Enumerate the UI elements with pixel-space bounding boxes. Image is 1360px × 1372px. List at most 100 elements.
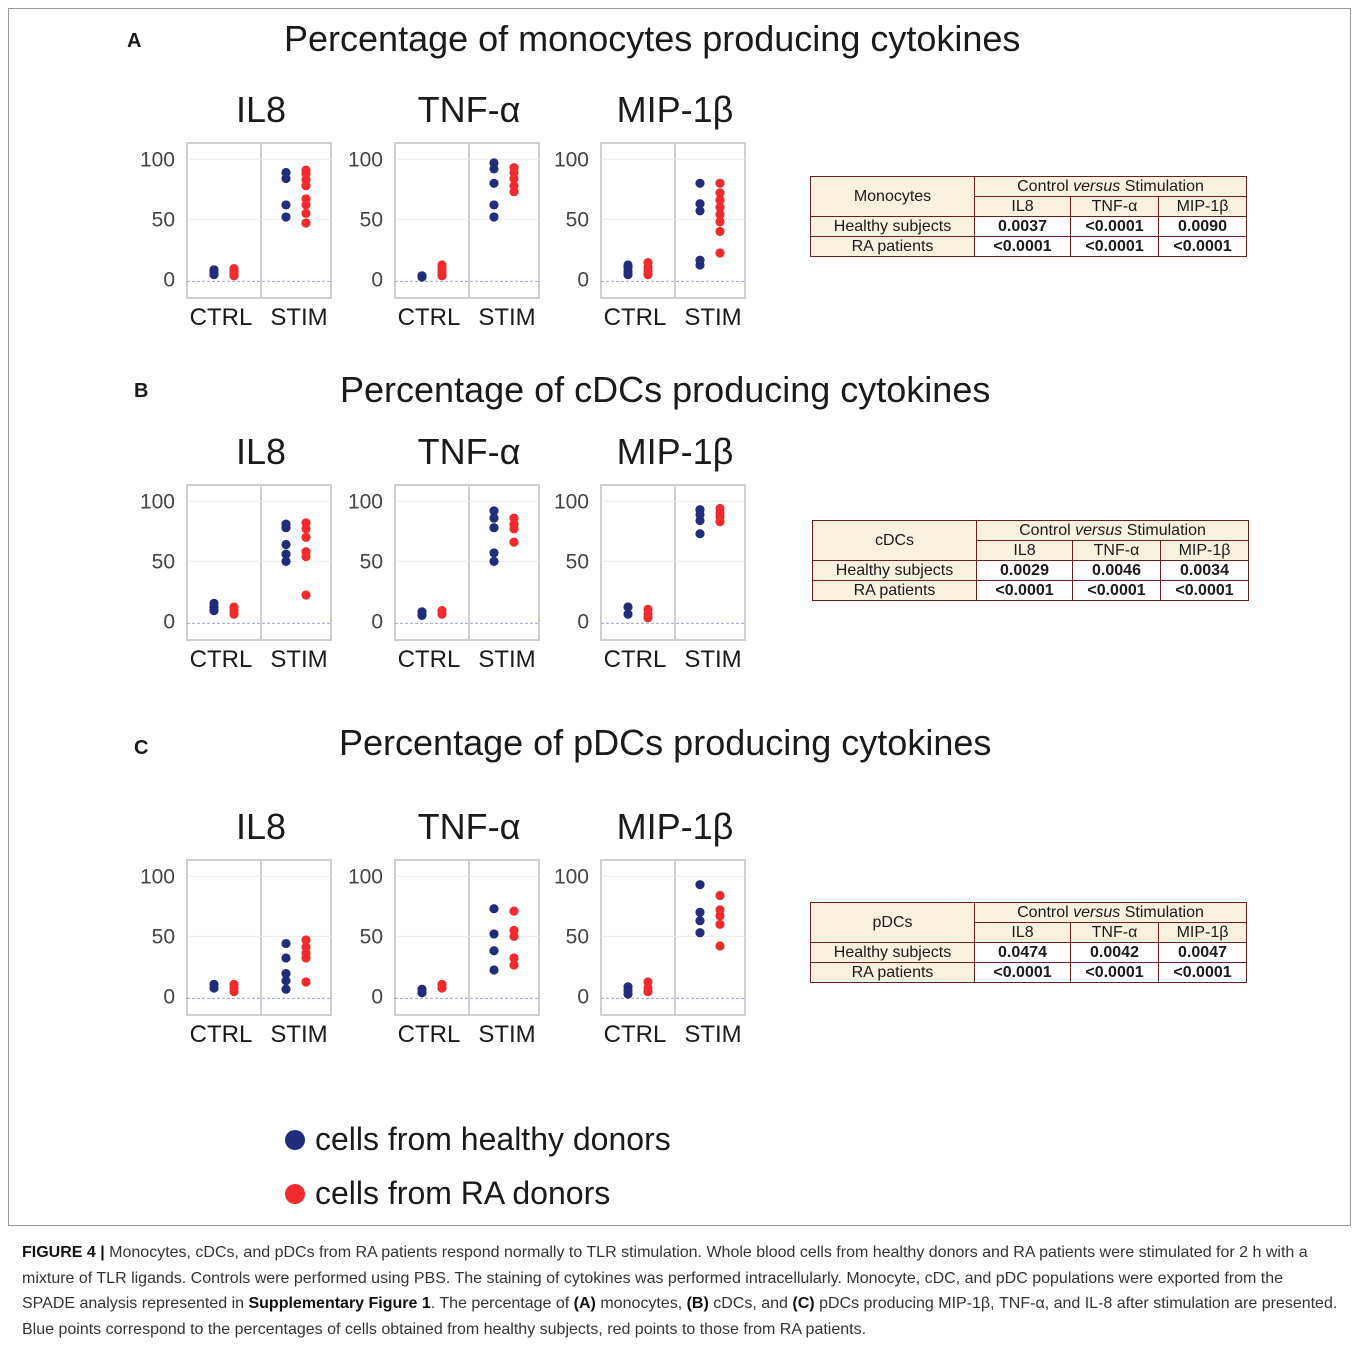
healthy-point	[695, 178, 705, 188]
table-p-value: 0.0042	[1070, 942, 1159, 963]
healthy-point	[489, 200, 499, 210]
caption-text-4: cDCs, and	[708, 1295, 793, 1312]
ra-point	[509, 537, 519, 547]
y-tick-label: 0	[577, 610, 589, 633]
legend-ra-label: cells from RA donors	[315, 1175, 611, 1211]
x-tick-label: STIM	[270, 646, 327, 673]
y-tick-label: 50	[360, 208, 383, 231]
legend-healthy: cells from healthy donors	[285, 1121, 671, 1158]
healthy-point	[281, 549, 291, 559]
table-p-value: 0.0047	[1158, 942, 1247, 963]
ra-point	[715, 202, 725, 212]
healthy-point	[489, 929, 499, 939]
y-tick-label: 0	[371, 985, 383, 1008]
scatter-plot-b-2: TNF-α 100 50 0 CTRL STIM	[348, 431, 540, 673]
healthy-point	[695, 505, 705, 515]
caption-supp-link[interactable]: Supplementary Figure 1	[248, 1295, 431, 1312]
table-column-header: TNF-α	[1072, 540, 1161, 561]
x-tick-label: STIM	[684, 646, 741, 673]
healthy-point	[281, 968, 291, 979]
table-p-value: <0.0001	[1160, 580, 1249, 601]
table-p-value: 0.0474	[974, 942, 1071, 963]
table-p-value: <0.0001	[1070, 236, 1159, 257]
caption-text-1: Monocytes, cDCs, and pDCs from RA patien…	[22, 1244, 1308, 1312]
ra-point	[715, 905, 725, 915]
healthy-point	[695, 916, 705, 926]
table-p-value: <0.0001	[1158, 962, 1247, 983]
ra-point	[301, 194, 311, 204]
ra-point	[509, 960, 519, 970]
healthy-point	[623, 982, 633, 992]
healthy-point	[489, 158, 499, 168]
ra-point	[509, 953, 519, 963]
ra-point	[437, 605, 447, 616]
table-column-header: IL8	[976, 540, 1073, 561]
table-p-value: 0.0029	[976, 560, 1073, 581]
y-tick-label: 50	[152, 925, 175, 948]
plot-frame	[394, 484, 540, 641]
legend-ra: cells from RA donors	[285, 1175, 610, 1212]
plot-frame	[186, 484, 332, 641]
y-tick-label: 50	[566, 550, 589, 573]
y-tick-label: 100	[554, 148, 589, 171]
plot-frame	[600, 142, 746, 299]
healthy-point	[489, 965, 499, 975]
healthy-point	[281, 556, 291, 566]
x-tick-label: CTRL	[190, 1021, 253, 1048]
ra-point	[643, 257, 653, 268]
plot-frame	[600, 859, 746, 1016]
ra-point	[301, 218, 311, 228]
table-p-value: 0.0034	[1160, 560, 1249, 581]
caption-ref-a: (A)	[573, 1295, 596, 1312]
ra-point	[301, 208, 311, 218]
table-p-value: 0.0037	[974, 216, 1071, 237]
ra-point	[437, 260, 447, 270]
ra-point	[301, 532, 311, 542]
healthy-point	[281, 200, 291, 210]
table-row-label: RA patients	[810, 236, 975, 257]
scatter-plot-c-3: MIP-1β 100 50 0 CTRL STIM	[554, 806, 746, 1048]
ra-point	[643, 977, 653, 987]
x-tick-label: STIM	[478, 646, 535, 673]
healthy-point	[281, 539, 291, 550]
figure-caption: FIGURE 4 | Monocytes, cDCs, and pDCs fro…	[22, 1240, 1340, 1342]
healthy-point	[623, 602, 633, 612]
scatter-plot-b-1: IL8 100 50 0 CTRL STIM	[140, 431, 332, 673]
ra-point	[229, 602, 239, 612]
y-tick-label: 50	[360, 550, 383, 573]
plot-frame	[394, 859, 540, 1016]
table-comparison-header: Control versus Stimulation	[974, 176, 1247, 197]
x-tick-label: CTRL	[604, 646, 667, 673]
y-tick-label: 100	[140, 490, 175, 513]
healthy-point	[489, 556, 499, 566]
healthy-point	[209, 598, 219, 608]
scatter-plot-c-1: IL8 100 50 0 CTRL STIM	[140, 806, 332, 1048]
ra-point	[509, 513, 519, 523]
figure-frame	[8, 8, 1351, 1226]
healthy-point	[695, 529, 705, 539]
table-comparison-header: Control versus Stimulation	[974, 902, 1247, 923]
healthy-point	[281, 984, 291, 994]
x-tick-label: STIM	[684, 1021, 741, 1048]
ra-point	[437, 979, 447, 989]
ra-point	[301, 165, 311, 175]
healthy-point	[623, 260, 633, 270]
table-p-value: 0.0090	[1158, 216, 1247, 237]
ra-point	[509, 163, 519, 173]
panel-c-letter: C	[134, 737, 149, 759]
x-tick-label: CTRL	[190, 304, 253, 331]
table-p-value: <0.0001	[974, 236, 1071, 257]
plot-title: IL8	[236, 431, 286, 472]
y-tick-label: 50	[566, 925, 589, 948]
panel-a-letter: A	[127, 30, 142, 52]
scatter-plot-a-2: TNF-α 100 50 0 CTRL STIM	[348, 89, 540, 331]
y-tick-label: 100	[140, 865, 175, 888]
table-comparison-header: Control versus Stimulation	[976, 520, 1249, 541]
table-column-header: MIP-1β	[1158, 922, 1247, 943]
table-row-label: Healthy subjects	[810, 216, 975, 237]
stats-table-b: cDCs Control versus Stimulation IL8 TNF-α MI…	[812, 520, 1249, 601]
y-tick-label: 0	[577, 985, 589, 1008]
y-tick-label: 50	[152, 550, 175, 573]
x-tick-label: CTRL	[604, 1021, 667, 1048]
y-tick-label: 0	[371, 268, 383, 291]
